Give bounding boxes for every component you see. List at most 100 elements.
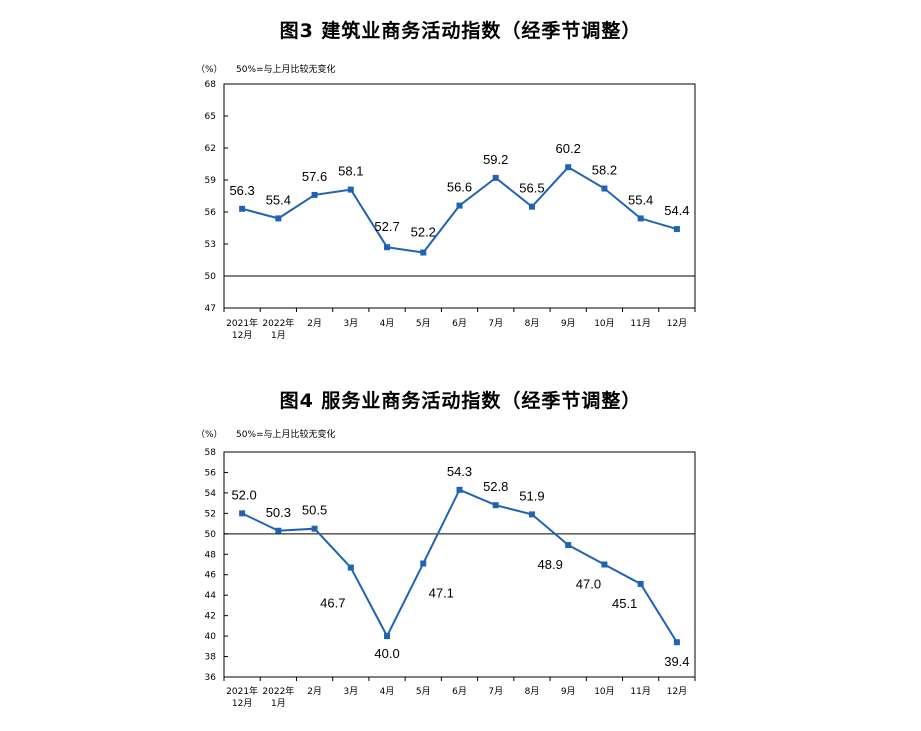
data-label: 60.2 [556, 141, 581, 156]
y-tick-label: 44 [205, 591, 217, 601]
data-label: 56.3 [229, 183, 254, 198]
x-tick-label: 2021年 [226, 685, 258, 697]
x-tick-label: 6月 [452, 686, 467, 697]
plot-frame [223, 451, 696, 678]
x-tick-label: 3月 [343, 318, 358, 329]
data-point [492, 174, 499, 181]
x-tick-label: 2022年 [262, 317, 294, 329]
x-tick-label: 12月 [667, 686, 687, 697]
data-point [673, 226, 680, 233]
data-label: 59.2 [483, 152, 508, 167]
data-point [384, 244, 391, 251]
y-tick-label: 47 [205, 304, 216, 314]
chart-1-title: 图3 建筑业商务活动指数（经季节调整） [279, 20, 642, 42]
data-label: 54.4 [664, 203, 689, 218]
unit-label: （%） [196, 64, 223, 75]
data-point [456, 486, 463, 493]
data-point [528, 511, 535, 518]
y-tick-label: 58 [205, 448, 217, 458]
y-tick-label: 46 [205, 571, 217, 581]
x-tick-label: 5月 [416, 686, 431, 697]
data-label: 52.2 [411, 225, 436, 240]
data-label: 39.4 [664, 654, 689, 669]
data-point [384, 633, 391, 640]
data-point [601, 561, 608, 568]
data-point [311, 525, 318, 532]
chart-1: （%） 50%=与上月比较无变化47505356596265682021年12月2… [196, 63, 696, 341]
data-point [347, 564, 354, 571]
data-label: 57.6 [302, 169, 327, 184]
x-tick-label: 2021年 [226, 317, 258, 329]
data-point [275, 527, 282, 534]
x-tick-label: 6月 [452, 318, 467, 329]
y-tick-label: 56 [205, 468, 217, 478]
data-point [420, 560, 427, 567]
data-label: 47.1 [429, 585, 454, 600]
x-tick-label: 3月 [343, 686, 358, 697]
data-label: 40.0 [374, 646, 399, 661]
data-point [311, 191, 318, 198]
data-point [239, 510, 246, 517]
data-label: 45.1 [612, 596, 637, 611]
data-label: 56.6 [447, 180, 472, 195]
x-tick-label: 8月 [525, 686, 540, 697]
data-label: 50.3 [266, 505, 291, 520]
data-point [347, 186, 354, 193]
unit-label: （%） [196, 429, 223, 440]
x-tick-label: 4月 [380, 318, 395, 329]
data-label: 58.2 [592, 163, 617, 178]
y-tick-label: 38 [205, 653, 217, 663]
data-label: 46.7 [320, 596, 345, 611]
data-point [528, 203, 535, 210]
y-tick-label: 50 [205, 272, 217, 282]
x-tick-label: 10月 [594, 318, 614, 329]
x-tick-label: 11月 [630, 686, 650, 697]
data-label: 55.4 [628, 192, 653, 207]
y-tick-label: 40 [205, 632, 217, 642]
data-label: 52.0 [231, 487, 256, 502]
y-tick-label: 62 [205, 144, 216, 154]
data-point [275, 215, 282, 222]
y-tick-label: 54 [205, 489, 217, 499]
note-label: 50%=与上月比较无变化 [236, 63, 336, 75]
x-tick-label: 8月 [525, 318, 540, 329]
y-tick-label: 59 [205, 176, 217, 186]
data-label: 52.7 [374, 219, 399, 234]
data-point [239, 205, 246, 212]
data-label: 50.5 [302, 503, 327, 518]
y-tick-label: 56 [205, 208, 217, 218]
x-tick-label: 11月 [630, 318, 650, 329]
data-point [601, 185, 608, 192]
x-tick-label: 10月 [594, 686, 614, 697]
data-point [420, 249, 427, 256]
data-label: 51.9 [519, 488, 544, 503]
y-tick-label: 48 [205, 550, 217, 560]
data-label: 55.4 [266, 192, 291, 207]
y-tick-label: 68 [205, 80, 217, 90]
data-point [565, 164, 572, 171]
data-point [637, 580, 644, 587]
x-tick-label: 12月 [667, 318, 687, 329]
x-tick-label: 12月 [232, 698, 252, 709]
x-tick-label: 1月 [271, 330, 286, 341]
x-tick-label: 2月 [307, 686, 322, 697]
x-tick-label: 1月 [271, 698, 286, 709]
chart-2-title: 图4 服务业商务活动指数（经季节调整） [279, 390, 642, 412]
x-tick-label: 7月 [488, 318, 503, 329]
data-label: 54.3 [447, 464, 472, 479]
y-tick-label: 42 [205, 612, 216, 622]
plot-frame [223, 83, 696, 309]
x-tick-label: 2022年 [262, 685, 294, 697]
data-point [673, 639, 680, 646]
x-tick-label: 4月 [380, 686, 395, 697]
note-label: 50%=与上月比较无变化 [236, 428, 336, 440]
y-tick-label: 53 [205, 240, 216, 250]
x-tick-label: 5月 [416, 318, 431, 329]
x-tick-label: 9月 [561, 686, 576, 697]
data-label: 52.8 [483, 479, 508, 494]
data-label: 58.1 [338, 164, 363, 179]
data-label: 47.0 [576, 577, 601, 592]
data-point [637, 215, 644, 222]
y-tick-label: 36 [205, 673, 217, 683]
